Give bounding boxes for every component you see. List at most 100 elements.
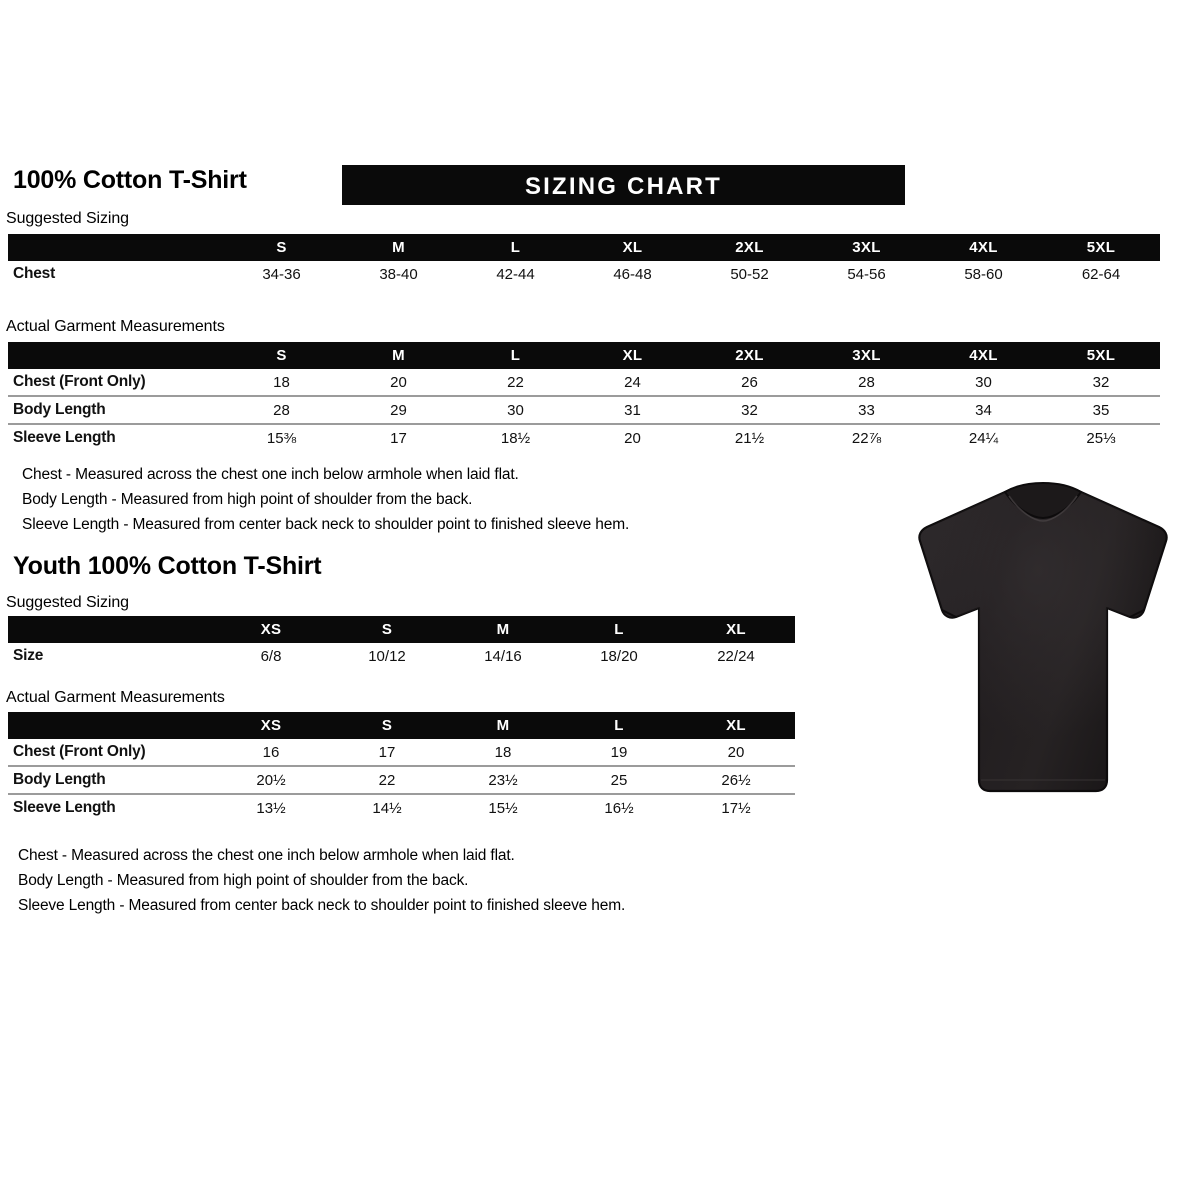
youth-section-title: Youth 100% Cotton T-Shirt <box>13 552 322 580</box>
table-header-row: XS S M L XL <box>8 712 795 739</box>
adult-header: 100% Cotton T-Shirt SIZING CHART <box>8 164 1192 208</box>
adult-measurement-notes: Chest - Measured across the chest one in… <box>22 462 629 537</box>
adult-section-title: 100% Cotton T-Shirt <box>13 166 247 194</box>
col-header-corner <box>8 234 223 261</box>
col-header-xs: XS <box>213 712 329 739</box>
col-header-s: S <box>329 616 445 643</box>
col-header-m: M <box>340 234 457 261</box>
row-label-body-length: Body Length <box>8 395 223 424</box>
table-row: Chest 34-36 38-40 42-44 46-48 50-52 54-5… <box>8 261 1160 287</box>
cell-bodylength-s: 28 <box>223 395 340 424</box>
adult-suggested-sizing-table: S M L XL 2XL 3XL 4XL 5XL Chest 34-36 38-… <box>8 234 1160 287</box>
cell-chestfront-xl: 24 <box>624 373 641 391</box>
table-row: Body Length 28 29 30 31 32 33 34 35 <box>8 395 1160 424</box>
sizing-chart-banner: SIZING CHART <box>342 165 905 205</box>
cell-sleevelength-s: 15⅜ <box>223 423 340 451</box>
col-header-m: M <box>340 342 457 369</box>
cell-bodylength-xs: 20½ <box>213 765 329 794</box>
cell-chest-3xl: 54-56 <box>847 265 886 283</box>
col-header-l: L <box>561 712 677 739</box>
cell-sleevelength-s: 14½ <box>329 793 445 821</box>
cell-size-s: 10/12 <box>368 647 406 665</box>
cell-size-l: 18/20 <box>600 647 638 665</box>
cell-size-xs: 6/8 <box>260 647 282 665</box>
adult-suggested-sizing-label: Suggested Sizing <box>6 210 129 227</box>
col-header-xl: XL <box>677 616 795 643</box>
table-header-row: S M L XL 2XL 3XL 4XL 5XL <box>8 234 1160 261</box>
row-label-body-length: Body Length <box>8 765 213 794</box>
cell-chestfront-5xl: 32 <box>1092 373 1110 391</box>
cell-bodylength-l: 25 <box>561 765 677 794</box>
cell-chestfront-2xl: 26 <box>741 373 758 391</box>
table-row: Chest (Front Only) 18 20 22 24 26 28 30 … <box>8 369 1160 396</box>
youth-garment-measurements-table: XS S M L XL Chest (Front Only) 16 17 18 … <box>8 712 795 821</box>
adult-garment-measurements-table: S M L XL 2XL 3XL 4XL 5XL Chest (Front On… <box>8 342 1160 451</box>
cell-sleevelength-3xl: 22⅞ <box>808 423 925 451</box>
cell-chest-2xl: 50-52 <box>730 265 769 283</box>
cell-bodylength-2xl: 32 <box>691 395 808 424</box>
col-header-3xl: 3XL <box>808 234 925 261</box>
col-header-s: S <box>223 342 340 369</box>
col-header-l: L <box>457 342 574 369</box>
cell-chest-4xl: 58-60 <box>964 265 1003 283</box>
cell-sleevelength-5xl: 25⅓ <box>1042 423 1160 451</box>
adult-note-chest: Chest - Measured across the chest one in… <box>22 466 519 483</box>
cell-bodylength-m: 23½ <box>445 765 561 794</box>
col-header-2xl: 2XL <box>691 342 808 369</box>
table-row: Size 6/8 10/12 14/16 18/20 22/24 <box>8 643 795 669</box>
table-row: Body Length 20½ 22 23½ 25 26½ <box>8 765 795 794</box>
cell-chest-xl: 46-48 <box>613 265 652 283</box>
row-label-sleeve-length: Sleeve Length <box>8 793 213 821</box>
col-header-xs: XS <box>213 616 329 643</box>
cell-chestfront-l: 19 <box>610 743 628 761</box>
cell-sleevelength-m: 17 <box>340 423 457 451</box>
cell-chest-s: 34-36 <box>262 265 301 283</box>
cell-bodylength-3xl: 33 <box>808 395 925 424</box>
cell-size-xl: 22/24 <box>717 647 755 665</box>
col-header-3xl: 3XL <box>808 342 925 369</box>
adult-garment-measurements-label: Actual Garment Measurements <box>6 318 225 335</box>
youth-garment-measurements-label: Actual Garment Measurements <box>6 689 225 706</box>
adult-note-body: Body Length - Measured from high point o… <box>22 491 473 508</box>
cell-bodylength-m: 29 <box>340 395 457 424</box>
col-header-4xl: 4XL <box>925 234 1042 261</box>
cell-bodylength-xl: 31 <box>574 395 691 424</box>
youth-suggested-sizing-label: Suggested Sizing <box>6 594 129 611</box>
cell-chestfront-xs: 16 <box>262 743 280 761</box>
cell-chestfront-3xl: 28 <box>858 373 875 391</box>
cell-chestfront-s: 17 <box>378 743 396 761</box>
col-header-l: L <box>457 234 574 261</box>
cell-chest-l: 42-44 <box>496 265 535 283</box>
cell-sleevelength-xl: 20 <box>574 423 691 451</box>
cell-bodylength-4xl: 34 <box>925 395 1042 424</box>
cell-bodylength-l: 30 <box>457 395 574 424</box>
col-header-s: S <box>223 234 340 261</box>
cell-sleevelength-2xl: 21½ <box>691 423 808 451</box>
col-header-4xl: 4XL <box>925 342 1042 369</box>
youth-note-body: Body Length - Measured from high point o… <box>18 872 469 889</box>
col-header-m: M <box>445 616 561 643</box>
table-row: Sleeve Length 15⅜ 17 18½ 20 21½ 22⅞ 24¼ … <box>8 423 1160 451</box>
col-header-corner <box>8 342 223 369</box>
col-header-5xl: 5XL <box>1042 342 1160 369</box>
cell-sleevelength-4xl: 24¼ <box>925 423 1042 451</box>
youth-note-chest: Chest - Measured across the chest one in… <box>18 847 515 864</box>
cell-chestfront-4xl: 30 <box>975 373 992 391</box>
cell-sleevelength-l: 18½ <box>457 423 574 451</box>
table-row: Sleeve Length 13½ 14½ 15½ 16½ 17½ <box>8 793 795 821</box>
col-header-s: S <box>329 712 445 739</box>
table-header-row: S M L XL 2XL 3XL 4XL 5XL <box>8 342 1160 369</box>
youth-note-sleeve: Sleeve Length - Measured from center bac… <box>18 897 626 914</box>
cell-sleevelength-xl: 17½ <box>677 793 795 821</box>
col-header-corner <box>8 712 213 739</box>
cell-chest-m: 38-40 <box>379 265 418 283</box>
col-header-5xl: 5XL <box>1042 234 1160 261</box>
col-header-xl: XL <box>574 234 691 261</box>
col-header-m: M <box>445 712 561 739</box>
cell-chestfront-l: 22 <box>507 373 524 391</box>
row-label-sleeve-length: Sleeve Length <box>8 423 223 451</box>
cell-chestfront-s: 18 <box>273 373 290 391</box>
youth-suggested-sizing-table: XS S M L XL Size 6/8 10/12 14/16 18/20 2… <box>8 616 795 669</box>
cell-size-m: 14/16 <box>484 647 522 665</box>
row-label-chest: Chest <box>13 265 56 283</box>
